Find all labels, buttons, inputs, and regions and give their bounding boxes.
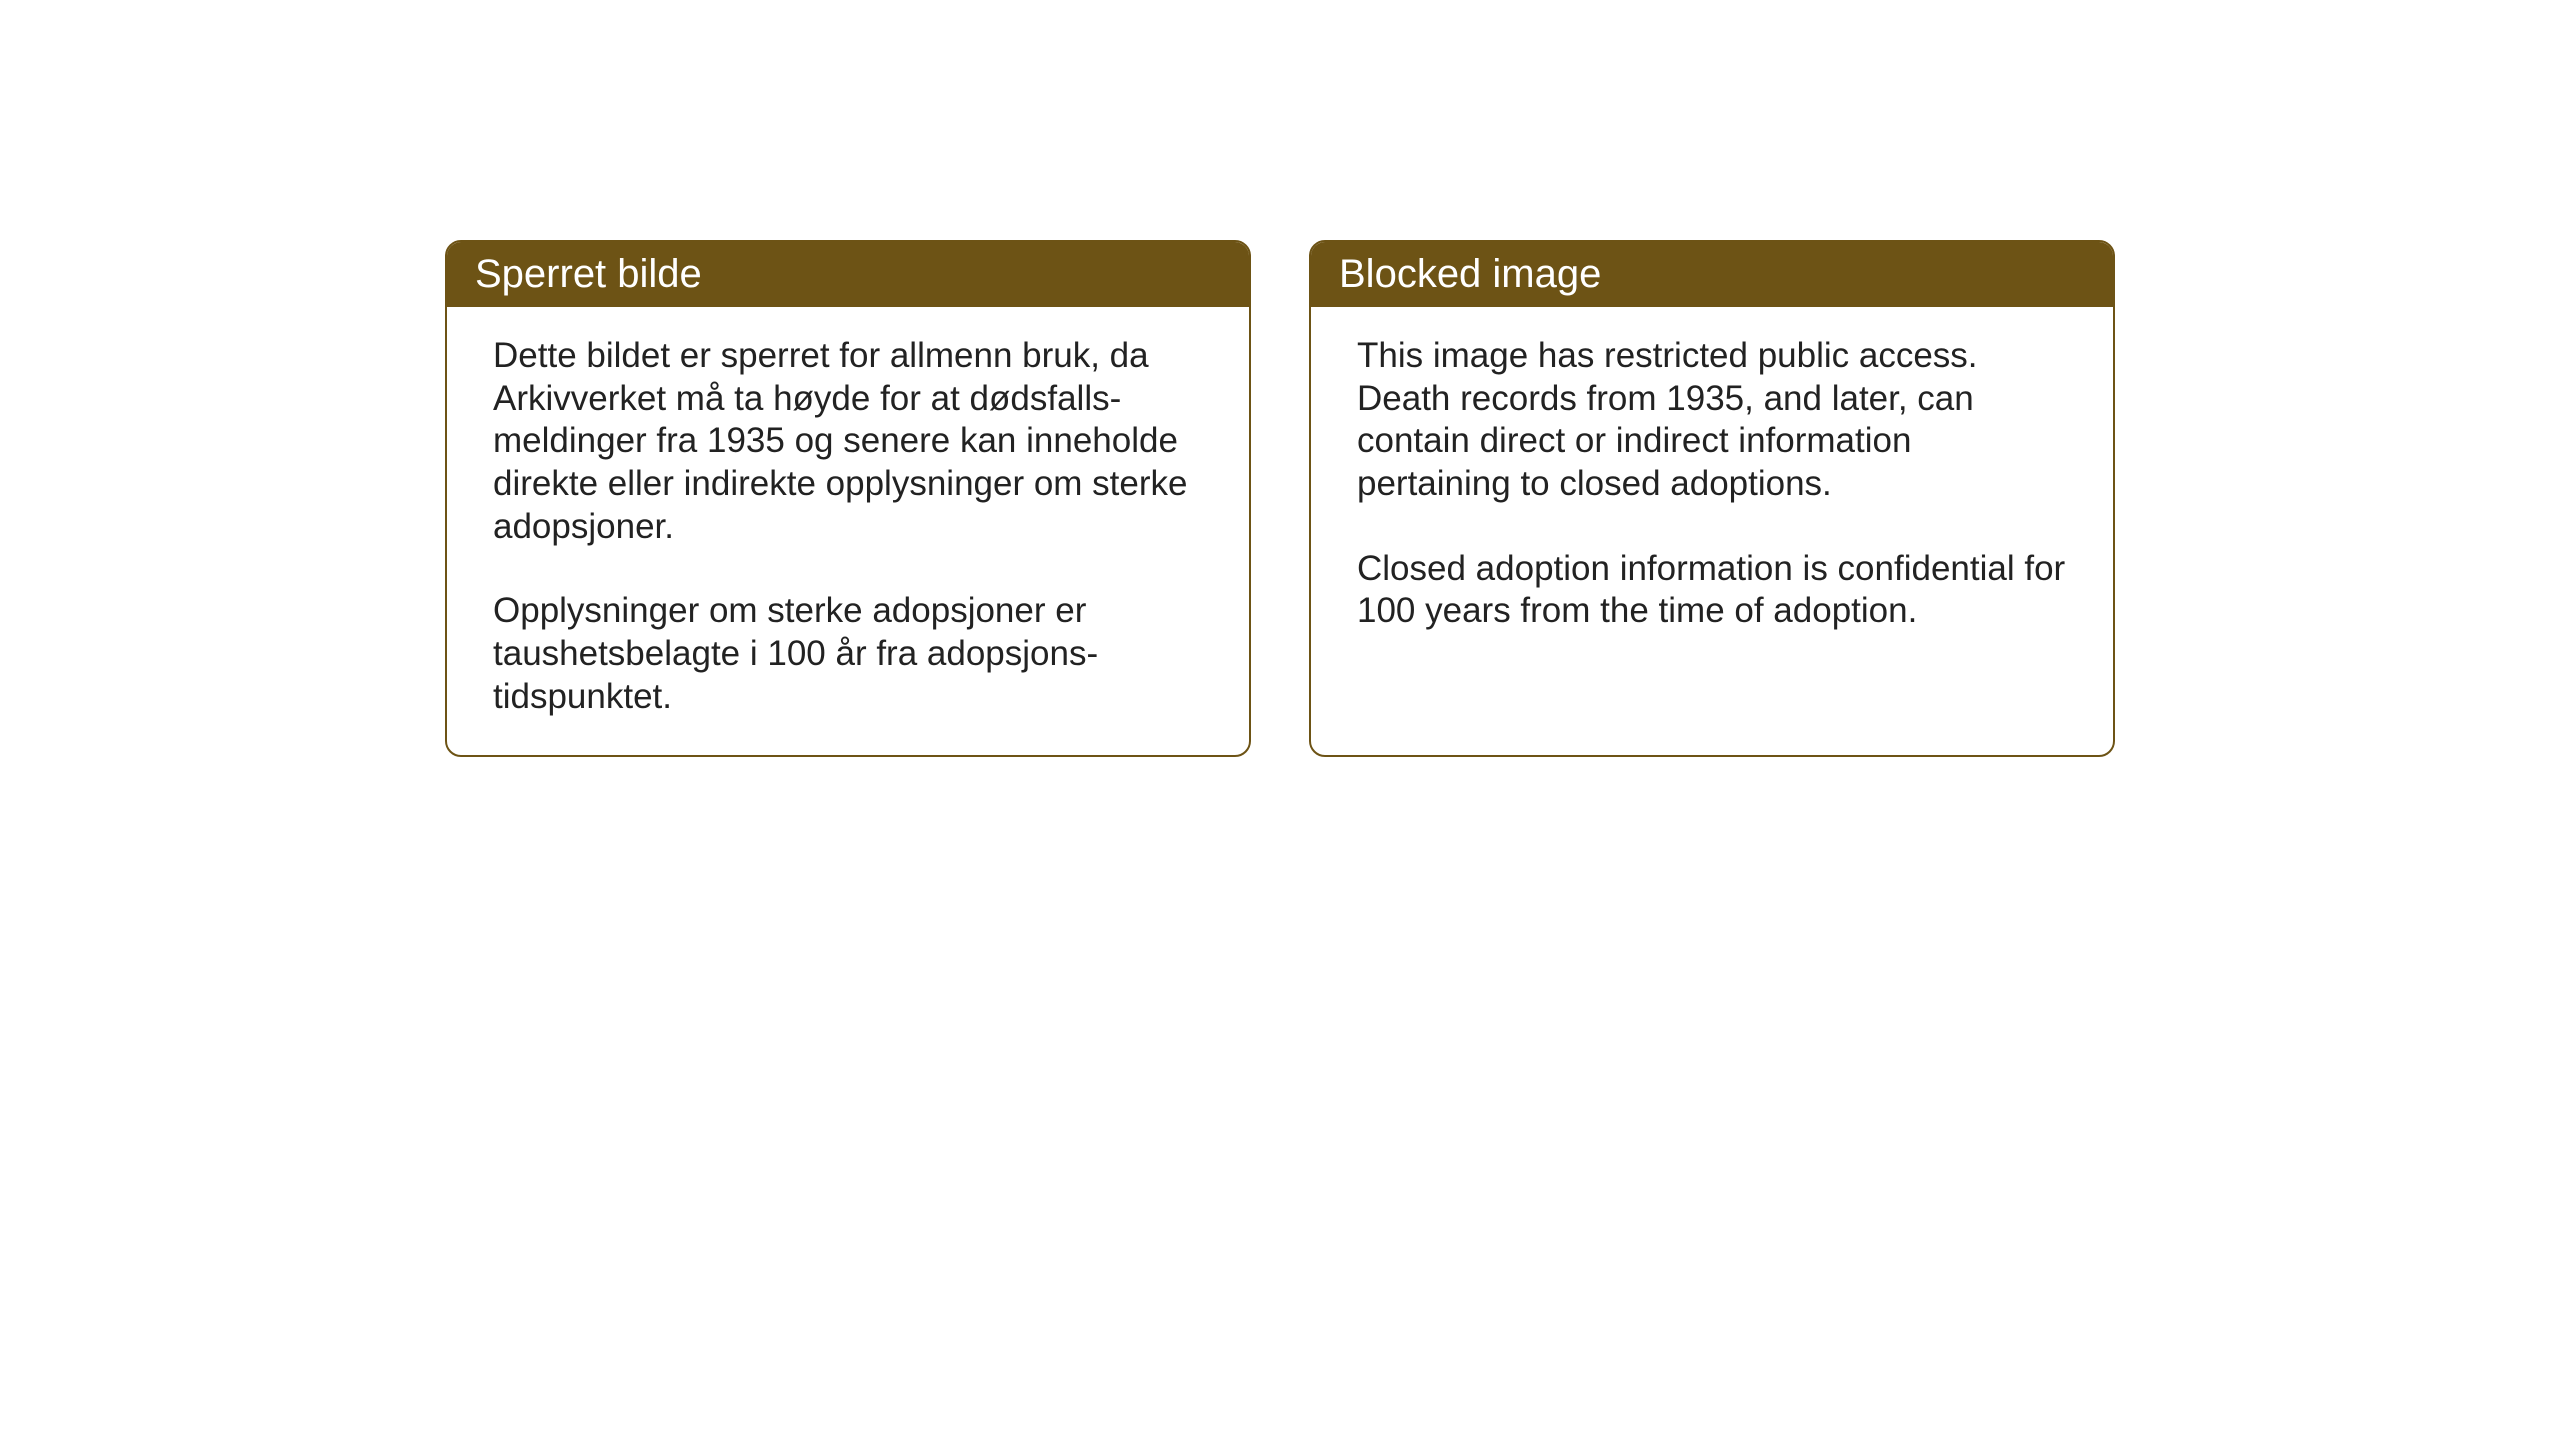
- card-paragraph-english-2: Closed adoption information is confident…: [1357, 548, 2067, 633]
- notice-card-norwegian: Sperret bilde Dette bildet er sperret fo…: [445, 240, 1251, 757]
- card-body-english: This image has restricted public access.…: [1311, 307, 2113, 669]
- card-header-english: Blocked image: [1311, 242, 2113, 307]
- card-body-norwegian: Dette bildet er sperret for allmenn bruk…: [447, 307, 1249, 755]
- notice-card-english: Blocked image This image has restricted …: [1309, 240, 2115, 757]
- card-paragraph-norwegian-2: Opplysninger om sterke adopsjoner er tau…: [493, 590, 1203, 718]
- card-title-english: Blocked image: [1339, 252, 1601, 296]
- notice-container: Sperret bilde Dette bildet er sperret fo…: [445, 240, 2115, 757]
- card-paragraph-norwegian-1: Dette bildet er sperret for allmenn bruk…: [493, 335, 1203, 548]
- card-paragraph-english-1: This image has restricted public access.…: [1357, 335, 2067, 506]
- card-title-norwegian: Sperret bilde: [475, 252, 702, 296]
- card-header-norwegian: Sperret bilde: [447, 242, 1249, 307]
